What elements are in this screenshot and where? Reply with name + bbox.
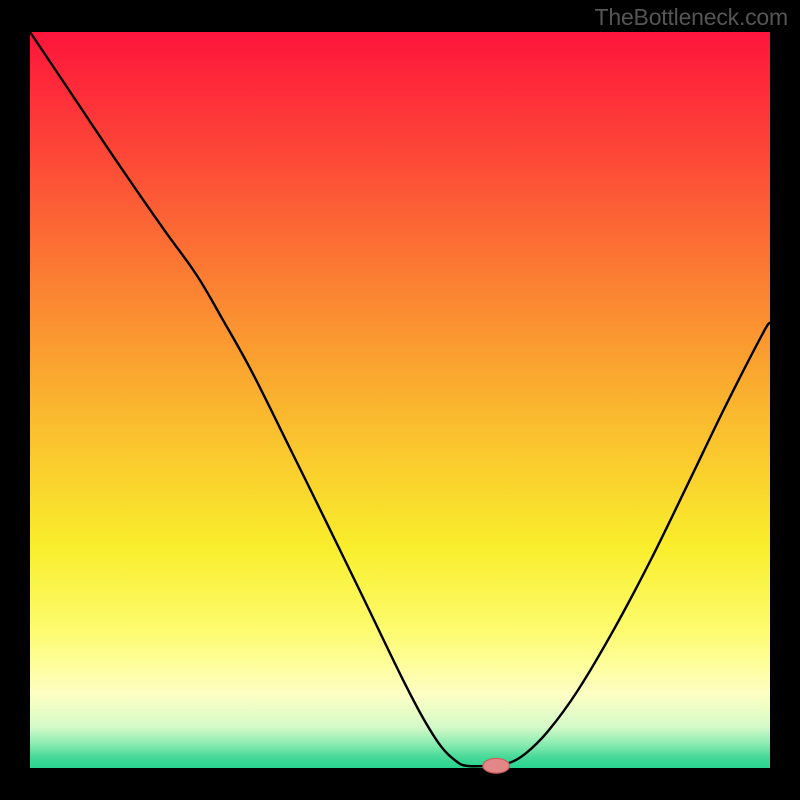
bottleneck-chart [0, 0, 800, 800]
minimum-marker [483, 758, 510, 773]
gradient-panel [30, 32, 770, 768]
chart-stage: TheBottleneck.com [0, 0, 800, 800]
watermark-text: TheBottleneck.com [595, 4, 788, 31]
